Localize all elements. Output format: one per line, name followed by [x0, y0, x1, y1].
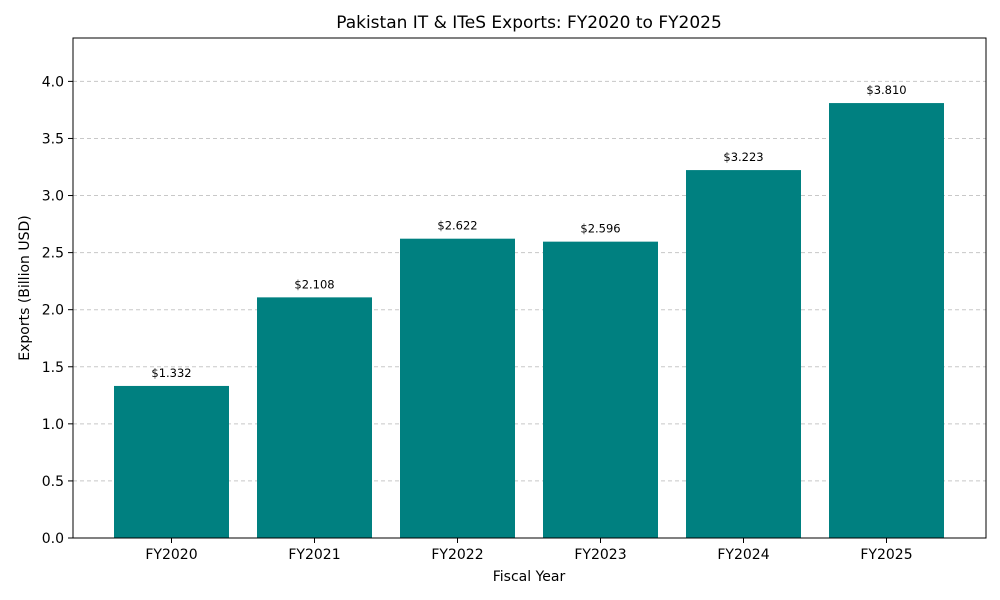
plot-frame — [72, 37, 987, 539]
x-tick-label: FY2020 — [145, 547, 197, 563]
data-label-layer: $1.332 $2.108 $2.622 $2.596 $3.223 $3.810 — [151, 83, 906, 380]
y-tick-label: 2.5 — [42, 246, 64, 262]
data-label-fy2022: $2.622 — [437, 219, 477, 233]
grid-layer — [73, 80, 986, 482]
chart-title: Pakistan IT & ITeS Exports: FY2020 to FY… — [336, 13, 722, 33]
y-tick-label: 3.5 — [42, 131, 64, 147]
x-axis-label: Fiscal Year — [493, 569, 566, 585]
data-label-fy2024: $3.223 — [723, 150, 763, 164]
bar-fy2024 — [686, 170, 801, 538]
y-tick-label: 1.5 — [42, 360, 64, 376]
y-axis-label: Exports (Billion USD) — [17, 215, 33, 360]
axis-layer: 0.0 0.5 1.0 1.5 2.0 2.5 3.0 3.5 4.0 FY2020 FY2021 F… — [42, 37, 987, 563]
bar-fy2025 — [829, 103, 944, 539]
bar-fy2022 — [400, 238, 515, 538]
bar-layer — [114, 103, 944, 539]
data-label-fy2025: $3.810 — [866, 83, 906, 97]
y-tick-label: 0.0 — [42, 531, 64, 547]
data-label-fy2021: $2.108 — [294, 277, 334, 291]
bar-fy2023 — [543, 241, 658, 539]
data-label-fy2023: $2.596 — [580, 222, 620, 236]
x-tick-label: FY2022 — [431, 547, 483, 563]
x-tick-label: FY2025 — [860, 547, 912, 563]
bar-fy2020 — [114, 385, 229, 538]
y-tick-label: 4.0 — [42, 74, 64, 90]
bar-fy2021 — [257, 297, 372, 538]
x-tick-label: FY2021 — [288, 547, 340, 563]
y-tick-label: 1.0 — [42, 417, 64, 433]
y-tick-label: 2.0 — [42, 303, 64, 319]
y-tick-label: 3.0 — [42, 189, 64, 205]
x-tick-label: FY2023 — [574, 547, 626, 563]
data-label-fy2020: $1.332 — [151, 366, 191, 380]
x-tick-label: FY2024 — [717, 547, 769, 563]
y-tick-label: 0.5 — [42, 474, 64, 490]
